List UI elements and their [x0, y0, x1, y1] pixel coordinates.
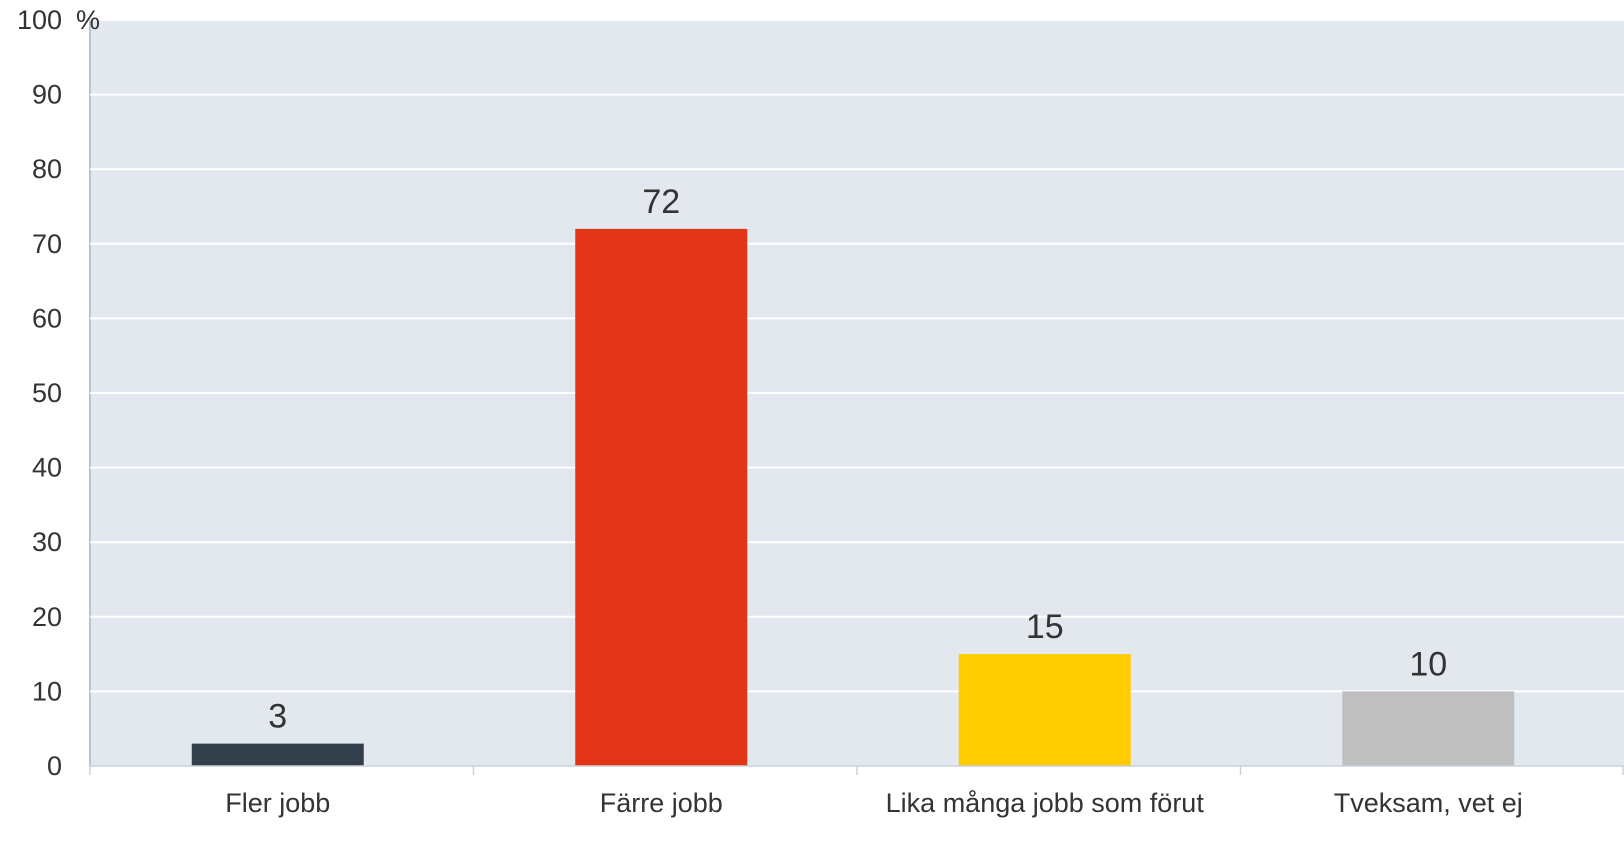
bar: [1342, 691, 1515, 766]
y-tick-label: 80: [32, 154, 62, 184]
x-tick-label: Färre jobb: [600, 788, 723, 818]
y-tick-label: 70: [32, 229, 62, 259]
y-tick-label: 30: [32, 527, 62, 557]
y-tick-label: 10: [32, 676, 62, 706]
data-label: 3: [268, 698, 287, 736]
y-tick-label: 50: [32, 378, 62, 408]
data-label: 15: [1026, 608, 1064, 646]
x-axis: Fler jobb Färre jobb Lika många jobb som f…: [89, 765, 1624, 818]
y-tick-label: 100: [17, 5, 62, 35]
gridlines: [89, 19, 1624, 766]
y-tick-label: 0: [47, 751, 62, 781]
bar: [191, 743, 364, 766]
x-tick-label: Fler jobb: [225, 788, 330, 818]
y-tick-label: 90: [32, 80, 62, 110]
y-tick-label: 20: [32, 602, 62, 632]
y-axis-unit: %: [76, 5, 100, 35]
y-tick-label: 40: [32, 453, 62, 483]
bars: 3 72 15 10: [191, 183, 1515, 766]
x-tick-label: Tveksam, vet ej: [1334, 788, 1523, 818]
x-tick-label: Lika många jobb som förut: [886, 788, 1205, 818]
data-label: 10: [1409, 645, 1447, 683]
bar: [958, 654, 1131, 766]
y-tick-label: 60: [32, 303, 62, 333]
y-axis-ticks: 0 10 20 30 40 50 60 70 80 90 100: [17, 5, 62, 781]
bar: [575, 228, 748, 766]
data-label: 72: [642, 183, 680, 221]
